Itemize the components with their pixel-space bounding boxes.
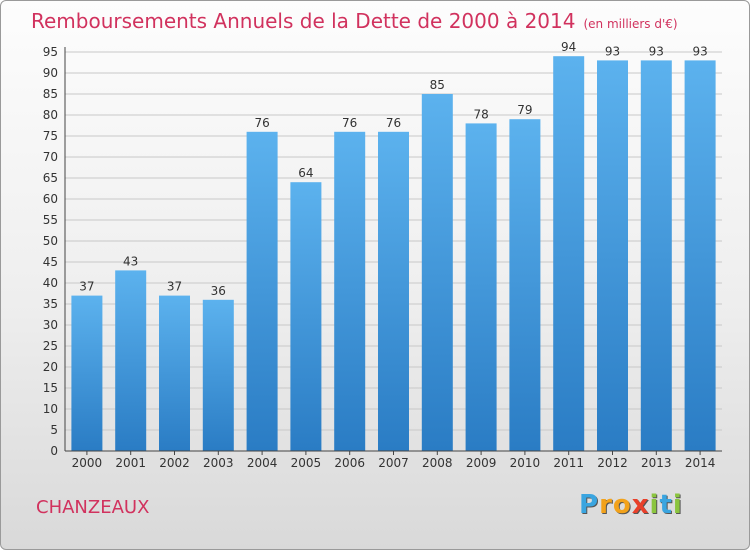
bar (509, 119, 541, 451)
y-tick-label: 70 (43, 150, 58, 164)
y-tick-label: 10 (43, 402, 58, 416)
bar (553, 56, 585, 451)
bar (597, 60, 628, 452)
bar (378, 131, 409, 452)
x-tick-label: 2009 (466, 456, 497, 470)
y-tick-label: 20 (43, 360, 58, 374)
x-tick-label: 2000 (72, 456, 103, 470)
chart-title: Remboursements Annuels de la Dette de 20… (31, 9, 678, 33)
data-label: 79 (517, 103, 532, 117)
x-tick-label: 2001 (115, 456, 146, 470)
data-label: 76 (254, 116, 269, 130)
y-tick-label: 40 (43, 276, 58, 290)
bar (465, 123, 497, 452)
y-tick-label: 5 (50, 423, 58, 437)
bar (115, 270, 147, 451)
chart-subtitle: (en milliers d'€) (583, 17, 678, 31)
y-tick-label: 15 (43, 381, 58, 395)
axes: 0 5 10 15 20 25 30 35 40 45 50 55 60 65 70 75 80 85 90 95 20… (43, 45, 722, 470)
data-label: 76 (342, 116, 357, 130)
data-label: 76 (386, 116, 401, 130)
y-tick-label: 85 (43, 87, 58, 101)
x-tick-label: 2004 (247, 456, 278, 470)
x-tick-label: 2008 (422, 456, 453, 470)
x-tick-label: 2002 (159, 456, 190, 470)
data-label: 64 (298, 166, 313, 180)
data-label: 94 (561, 40, 576, 54)
logo-letter: i (672, 490, 683, 520)
bar (159, 295, 190, 451)
bar (290, 182, 322, 451)
data-label: 93 (692, 44, 707, 58)
y-tick-label: 60 (43, 192, 58, 206)
data-label: 93 (649, 44, 664, 58)
y-tick-label: 0 (50, 444, 58, 458)
data-label: 78 (473, 107, 488, 121)
y-tick-label: 30 (43, 318, 58, 332)
proxiti-logo: Proxiti (579, 490, 683, 520)
bar (246, 131, 278, 452)
bar (684, 60, 716, 452)
x-tick-label: 2014 (685, 456, 716, 470)
y-tick-label: 50 (43, 234, 58, 248)
x-tick-label: 2005 (291, 456, 322, 470)
logo-letter: r (599, 490, 613, 520)
logo-letter: o (612, 490, 632, 520)
y-tick-label: 25 (43, 339, 58, 353)
y-tick-label: 80 (43, 108, 58, 122)
data-label: 36 (211, 284, 226, 298)
x-tick-label: 2011 (553, 456, 584, 470)
chart-title-text: Remboursements Annuels de la Dette de 20… (31, 9, 576, 33)
data-label: 37 (79, 280, 94, 294)
bars (71, 56, 716, 452)
data-labels: 37 43 37 36 76 64 76 76 85 78 79 94 93 93 93 (79, 40, 707, 298)
y-tick-label: 55 (43, 213, 58, 227)
bar (640, 60, 672, 452)
bar (202, 299, 234, 451)
bar (334, 131, 366, 452)
logo-letter: P (579, 490, 600, 520)
data-label: 93 (605, 44, 620, 58)
y-tick-label: 45 (43, 255, 58, 269)
y-tick-label: 35 (43, 297, 58, 311)
bar (421, 94, 453, 451)
x-tick-label: 2010 (510, 456, 541, 470)
x-tick-label: 2012 (597, 456, 628, 470)
data-label: 37 (167, 280, 182, 294)
place-name: CHANZEAUX (36, 497, 150, 518)
x-tick-label: 2006 (334, 456, 365, 470)
x-tick-label: 2013 (641, 456, 672, 470)
data-label: 43 (123, 254, 138, 268)
x-tick-label: 2003 (203, 456, 234, 470)
logo-letter: i (649, 490, 660, 520)
bar (71, 295, 103, 451)
y-tick-label: 90 (43, 66, 58, 80)
x-tick-label: 2007 (378, 456, 409, 470)
data-label: 85 (430, 78, 445, 92)
y-tick-label: 75 (43, 129, 58, 143)
y-tick-label: 95 (43, 45, 58, 59)
logo-letter: x (631, 490, 650, 520)
logo-letter: t (659, 490, 673, 520)
y-tick-label: 65 (43, 171, 58, 185)
